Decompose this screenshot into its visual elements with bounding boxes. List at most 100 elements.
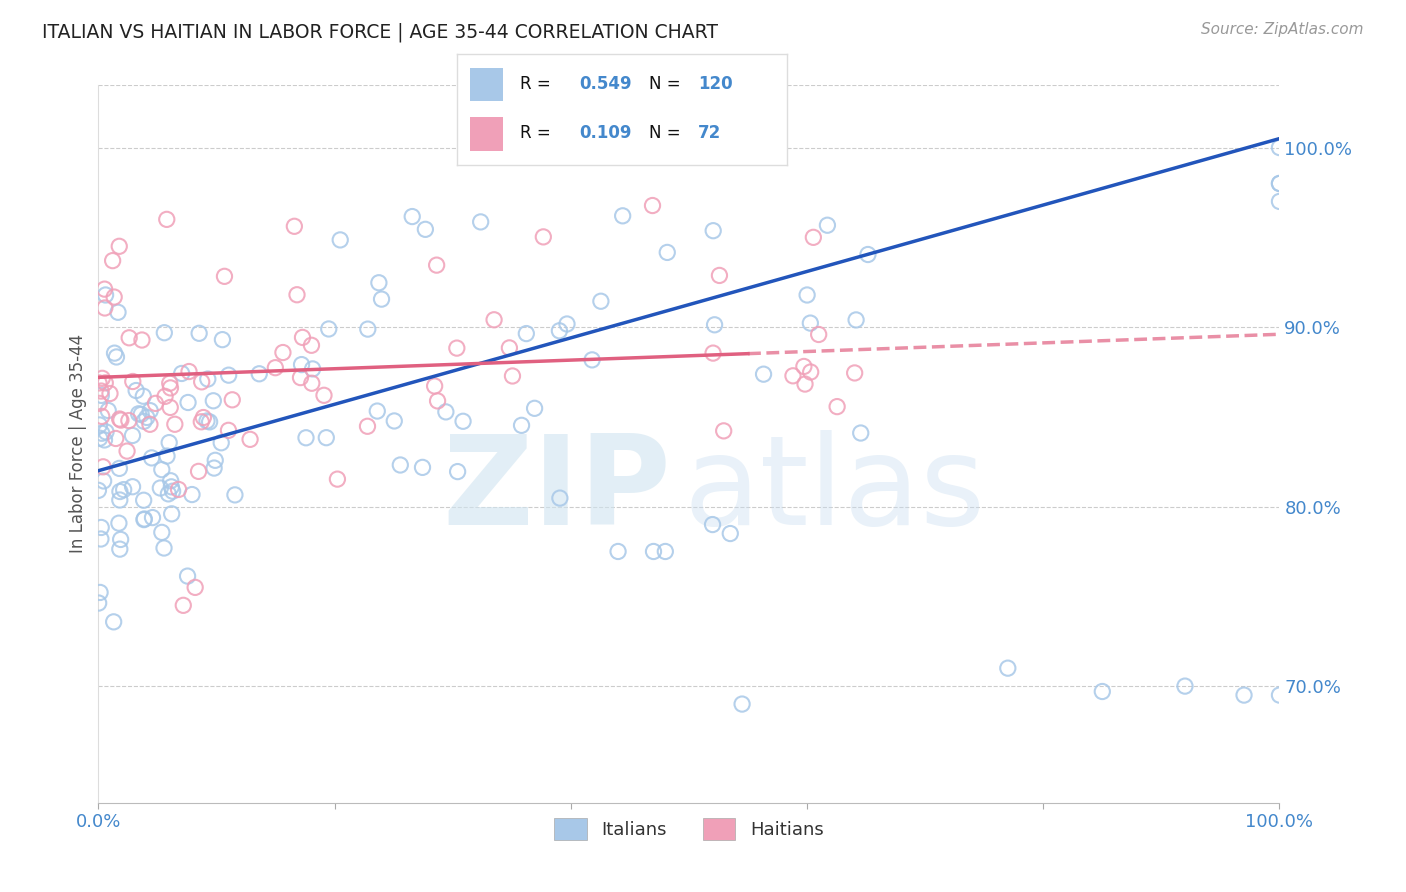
Text: 0.549: 0.549 (579, 75, 631, 93)
Point (703, 318, 725, 332)
Point (801, 230, 824, 244)
Point (589, 294, 612, 309)
Bar (470, 117, 503, 151)
Point (172, 599, 194, 613)
Point (426, 393, 449, 408)
Point (315, 431, 337, 445)
Point (112, 483, 135, 497)
Point (162, 484, 184, 499)
Point (156, 212, 179, 227)
Point (160, 480, 183, 494)
Point (91, 371, 114, 385)
Point (702, 517, 724, 532)
Point (170, 367, 193, 381)
Point (87, 596, 110, 610)
Point (548, 491, 571, 505)
Point (153, 541, 176, 555)
Point (190, 375, 212, 389)
Point (110, 413, 132, 427)
Point (1268, 688, 1291, 702)
Point (295, 431, 318, 445)
Point (108, 412, 131, 426)
Point (482, 312, 505, 326)
Point (357, 322, 380, 336)
Point (153, 326, 176, 340)
Point (702, 224, 724, 238)
Point (209, 435, 232, 450)
Point (264, 360, 287, 375)
Point (108, 516, 131, 531)
Point (326, 472, 349, 486)
Point (799, 316, 821, 330)
Point (128, 407, 150, 421)
Point (654, 544, 676, 558)
Point (796, 288, 818, 302)
Point (159, 381, 181, 395)
Point (93, 433, 115, 447)
Point (108, 484, 131, 499)
Point (129, 408, 152, 422)
Point (103, 615, 125, 629)
Point (523, 401, 546, 416)
Point (90, 520, 112, 534)
Point (115, 444, 138, 458)
Point (87, 376, 110, 390)
Point (434, 405, 457, 419)
Point (290, 370, 312, 384)
Point (844, 366, 866, 380)
Point (221, 392, 243, 407)
Point (90, 388, 112, 402)
Point (356, 419, 378, 434)
Point (87, 483, 110, 498)
Point (366, 404, 388, 418)
Point (90, 532, 112, 546)
Point (132, 414, 155, 428)
Point (141, 510, 163, 524)
Point (121, 480, 143, 494)
Point (271, 345, 294, 359)
Point (531, 230, 554, 244)
Point (239, 433, 262, 447)
Text: 72: 72 (699, 124, 721, 142)
Legend: Italians, Haitians: Italians, Haitians (547, 811, 831, 847)
Point (107, 305, 129, 319)
Point (132, 493, 155, 508)
Point (285, 287, 308, 301)
Point (89, 431, 111, 445)
Point (752, 367, 775, 381)
Point (657, 245, 679, 260)
Point (103, 290, 125, 304)
Point (997, 661, 1019, 675)
Point (134, 512, 156, 526)
Point (135, 410, 157, 425)
Point (1268, 140, 1291, 154)
Point (800, 365, 823, 379)
Point (108, 542, 131, 557)
Point (105, 350, 128, 364)
Point (93, 474, 115, 488)
Point (153, 389, 176, 403)
Point (177, 395, 200, 409)
Point (118, 331, 141, 345)
Point (91, 459, 114, 474)
Point (159, 474, 181, 488)
Point (101, 253, 124, 268)
Point (108, 239, 131, 253)
Text: R =: R = (520, 124, 555, 142)
Y-axis label: In Labor Force | Age 35-44: In Labor Force | Age 35-44 (69, 334, 87, 553)
Point (160, 507, 183, 521)
Point (150, 525, 173, 540)
Point (247, 367, 270, 381)
Point (548, 324, 571, 338)
Point (214, 269, 236, 284)
Point (856, 247, 879, 261)
Text: N =: N = (648, 75, 686, 93)
Point (1268, 177, 1291, 191)
Point (367, 276, 389, 290)
Point (150, 462, 173, 476)
Point (312, 388, 335, 402)
Point (90, 426, 112, 441)
Point (643, 544, 665, 558)
Point (190, 415, 212, 429)
Point (501, 369, 523, 384)
